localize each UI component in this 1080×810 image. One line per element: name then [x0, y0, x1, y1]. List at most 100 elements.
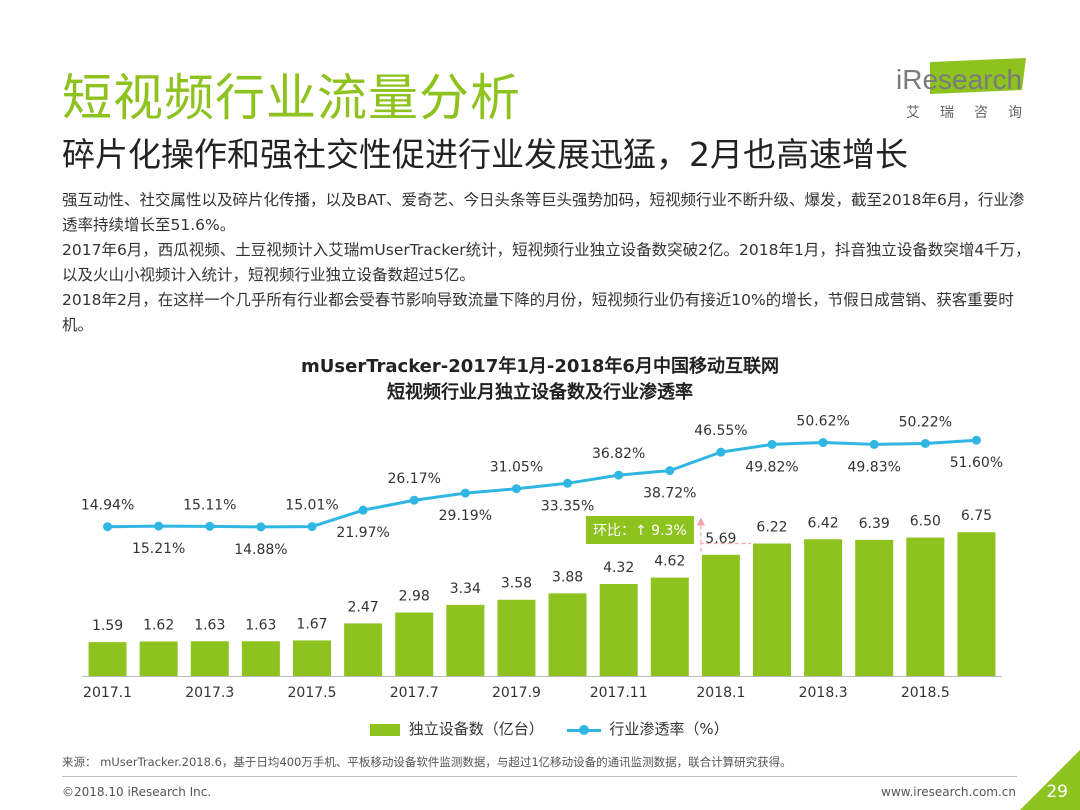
x-tick-label: 2017.11 — [590, 685, 648, 701]
line-point-2017.6 — [358, 505, 368, 515]
line-point-2017.5 — [307, 522, 317, 532]
line-label: 15.01% — [285, 498, 338, 514]
line-point-2018.4 — [869, 439, 879, 449]
bar-2017.10 — [548, 593, 587, 676]
line-label: 31.05% — [490, 460, 543, 476]
bar-2017.6 — [344, 623, 383, 676]
line-point-2017.10 — [563, 478, 573, 488]
annotation-box — [585, 516, 694, 544]
bar-label: 6.39 — [859, 516, 890, 532]
chart-legend: 独立设备数（亿台） 行业渗透率（%） — [370, 718, 747, 739]
footer-divider — [62, 776, 1017, 777]
bar-2017.4 — [241, 641, 280, 676]
bar-label: 1.59 — [92, 618, 123, 634]
x-tick-label: 2018.3 — [799, 685, 848, 701]
bar-2017.11 — [599, 583, 638, 676]
annotation-arrow — [696, 517, 705, 526]
line-label: 38.72% — [643, 486, 696, 502]
line-point-2017.7 — [409, 495, 419, 505]
legend-line-swatch — [566, 724, 601, 736]
bar-label: 6.42 — [808, 515, 839, 531]
legend-bar: 独立设备数（亿台） — [370, 718, 544, 739]
chart-subtitle: 短视频行业月独立设备数及行业渗透率 — [387, 382, 693, 403]
chart-title: mUserTracker-2017年1月-2018年6月中国移动互联网 — [301, 356, 779, 377]
corner-triangle — [1020, 750, 1080, 810]
bar-label: 1.67 — [296, 616, 327, 632]
bar-2017.7 — [395, 612, 434, 676]
x-tick-label: 2017.9 — [492, 685, 541, 701]
bar-label: 3.88 — [552, 569, 583, 585]
legend-bar-label: 独立设备数（亿台） — [408, 720, 544, 738]
copyright: ©2018.10 iResearch Inc. — [62, 785, 212, 799]
bar-2018.6 — [957, 532, 996, 676]
line-point-2017.12 — [665, 466, 675, 476]
source-note: 来源： mUserTracker.2018.6，基于日均400万手机、平板移动设… — [62, 755, 792, 769]
bar-2017.1 — [88, 642, 127, 676]
line-label: 14.88% — [234, 542, 287, 558]
line-label: 33.35% — [541, 498, 594, 514]
penetration-line — [107, 438, 977, 529]
line-label: 51.60% — [950, 455, 1003, 471]
legend-bar-swatch — [370, 723, 400, 736]
bar-label: 3.34 — [450, 581, 481, 597]
description-paragraphs: 强互动性、社交属性以及碎片化传播，以及BAT、爱奇艺、今日头条等巨头强势加码，短… — [62, 188, 1032, 338]
line-label: 26.17% — [388, 471, 441, 487]
line-point-2017.4 — [256, 522, 266, 532]
bar-2018.3 — [804, 539, 843, 676]
bar-label: 4.62 — [654, 554, 685, 570]
x-tick-label: 2017.3 — [185, 685, 234, 701]
page-number: 29 — [1046, 782, 1068, 802]
line-label: 36.82% — [592, 446, 645, 462]
website-link[interactable]: www.iresearch.com.cn — [881, 785, 1016, 799]
line-point-2017.8 — [460, 488, 470, 498]
bar-2017.3 — [190, 641, 229, 676]
paragraph-1: 强互动性、社交属性以及碎片化传播，以及BAT、爱奇艺、今日头条等巨头强势加码，短… — [62, 191, 1025, 234]
line-label: 50.22% — [899, 414, 952, 430]
line-point-2017.1 — [103, 522, 113, 532]
bar-2018.1 — [701, 554, 740, 676]
bar-2018.5 — [906, 537, 945, 676]
line-label: 14.94% — [81, 498, 134, 514]
bar-label: 6.22 — [756, 520, 787, 536]
legend-line-label: 行业渗透率（%） — [609, 720, 729, 738]
line-point-2017.2 — [154, 521, 164, 531]
iresearch-logo: iResearch 艾瑞咨询 — [890, 58, 1030, 128]
annotation-text: 环比：↑ 9.3% — [593, 523, 687, 539]
bar-2017.9 — [497, 599, 536, 676]
x-tick-label: 2017.7 — [390, 685, 439, 701]
bar-2018.2 — [753, 543, 791, 676]
x-tick-label: 2017.1 — [83, 685, 132, 701]
line-label: 49.83% — [848, 459, 901, 475]
paragraph-3: 2018年2月，在这样一个几乎所有行业都会受春节影响导致流量下降的月份，短视频行… — [62, 291, 1014, 334]
bar-2018.4 — [855, 539, 894, 676]
bar-label: 3.58 — [501, 576, 532, 592]
line-point-2017.11 — [614, 470, 624, 480]
logo-flag-shape — [930, 58, 1026, 94]
line-point-2018.3 — [818, 438, 828, 448]
line-point-2018.5 — [920, 438, 930, 448]
x-tick-label: 2017.5 — [288, 685, 337, 701]
logo-cn: 艾瑞咨询 — [906, 105, 1042, 121]
line-label: 49.82% — [745, 459, 798, 475]
line-point-2018.2 — [767, 439, 777, 449]
page-title: 短视频行业流量分析 — [62, 69, 521, 127]
line-label: 46.55% — [694, 423, 747, 439]
line-label: 15.11% — [183, 497, 236, 513]
page-subtitle: 碎片化操作和强社交性促进行业发展迅猛，2月也高速增长 — [62, 135, 908, 174]
logo-brand: iResearch — [896, 64, 1023, 95]
bar-label: 1.62 — [143, 617, 174, 633]
bar-label: 1.63 — [194, 617, 225, 633]
line-point-2018.6 — [971, 435, 981, 445]
line-label: 50.62% — [796, 414, 849, 430]
bar-label: 2.98 — [399, 589, 430, 605]
line-label: 29.19% — [439, 508, 492, 524]
bar-label: 6.75 — [961, 508, 992, 524]
bar-2017.5 — [293, 640, 331, 676]
bar-2017.2 — [139, 641, 178, 676]
line-label: 15.21% — [132, 541, 185, 557]
bar-label: 2.47 — [348, 599, 379, 615]
legend-line: 行业渗透率（%） — [566, 718, 729, 739]
x-tick-label: 2018.1 — [696, 685, 745, 701]
bar-2017.12 — [650, 577, 689, 676]
